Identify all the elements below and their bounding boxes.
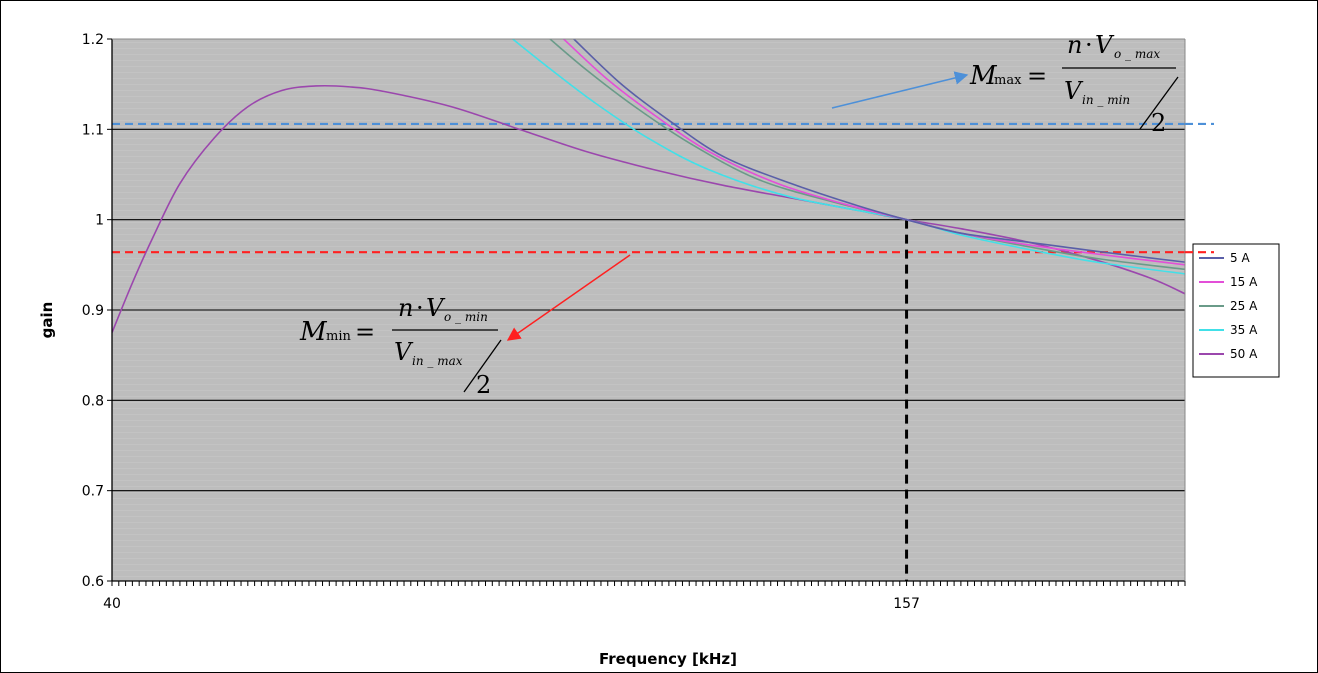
mmax-num-dot: · [1085,31,1093,59]
y-tick-label: 0.9 [82,303,104,319]
axes [107,38,1186,586]
mmin-M: M [299,317,328,347]
y-tick-label: 1.2 [82,32,104,48]
y-tick-label: 0.8 [82,393,104,409]
x-tick-labels: 40 157 [103,596,920,612]
series-line-15a [563,39,1185,266]
reference-lines [112,122,1185,581]
x-axis-title: Frequency [kHz] [599,650,737,668]
mmax-annotation: M max = n · V o _ max V in _ min 2 [831,31,1179,137]
series-line-5a [573,39,1185,263]
mmin-num-dot: · [416,294,424,322]
series-line-35a [512,39,1185,275]
mmin-den-V: V [394,338,414,366]
mmin-num-sub: o _ min [444,310,488,324]
mmax-den-two: 2 [1151,109,1166,137]
series-line-25a [549,39,1185,271]
mmin-slash [463,339,502,393]
y-axis-title: gain [38,302,56,339]
mmin-num-V: V [426,294,446,322]
mmax-num-n: n [1067,31,1082,59]
legend-label: 35 A [1230,323,1258,337]
x-tick-label: 157 [893,596,920,612]
mmax-num-V: V [1095,31,1115,59]
mmin-equals: = [355,318,375,346]
y-tick-label: 0.6 [82,574,104,590]
mmin-den-two: 2 [476,371,491,399]
series-lines [112,39,1185,333]
mmax-num-sub: o _ max [1114,47,1160,61]
legend-label: 15 A [1230,275,1258,289]
y-tick-label: 1.1 [82,122,104,138]
y-tick-label: 1 [95,213,104,229]
legend-label: 25 A [1230,299,1258,313]
mmax-slash [1139,76,1179,130]
mmax-den-V: V [1064,77,1084,105]
mmax-equals: = [1027,62,1047,90]
mmin-num-n: n [398,294,413,322]
mmin-arrow [506,254,631,341]
mmin-sub: min [326,329,351,344]
series-line-50a [112,84,1185,333]
mmax-arrow [831,71,969,109]
x-tick-label: 40 [103,596,121,612]
mmax-den-sub: in _ min [1082,93,1130,107]
legend-label: 50 A [1230,347,1258,361]
legend-label: 5 A [1230,251,1250,265]
mmin-den-sub: in _ max [412,354,463,368]
legend: 5 A 15 A 25 A 35 A 50 A [1192,243,1280,378]
mmax-sub: max [994,73,1022,88]
mmin-annotation: M min = n · V o _ min V in _ max 2 [299,254,631,399]
y-tick-label: 0.7 [82,484,104,500]
mmax-M: M [969,61,998,91]
y-tick-labels: 0.6 0.7 0.8 0.9 1 1.1 1.2 [82,32,104,590]
